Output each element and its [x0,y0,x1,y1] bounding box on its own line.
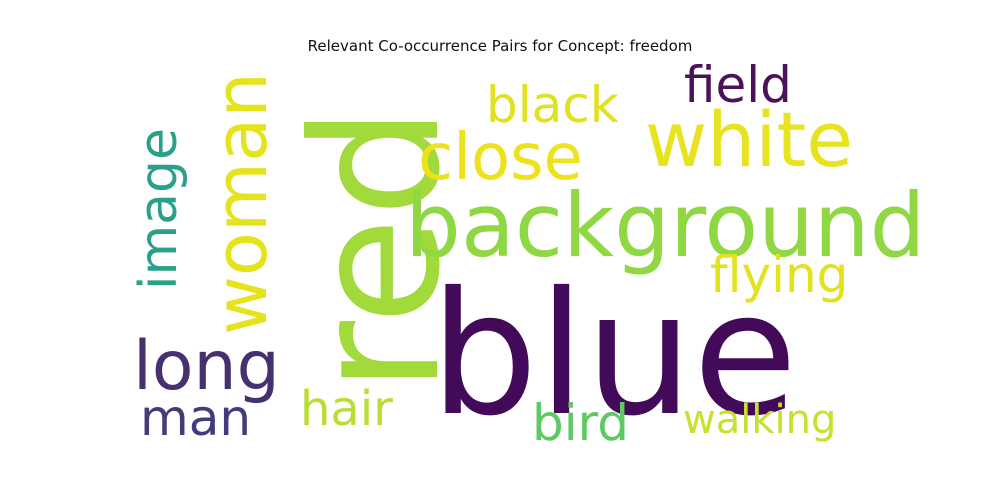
word-close: close [418,121,583,195]
word-blue: blue [430,256,798,454]
word-background: background [405,174,926,277]
figure-title: Relevant Co-occurrence Pairs for Concept… [307,37,693,55]
word-woman: woman [199,72,283,335]
word-field: field [684,56,792,114]
word-man: man [140,389,252,447]
word-white: white [645,95,853,184]
word-walking: walking [683,397,837,443]
word-hair: hair [300,381,393,437]
word-long: long [133,327,280,406]
word-flying: flying [710,246,849,304]
word-image: image [129,128,189,290]
word-bird: bird [532,394,630,452]
word-black: black [486,76,619,134]
